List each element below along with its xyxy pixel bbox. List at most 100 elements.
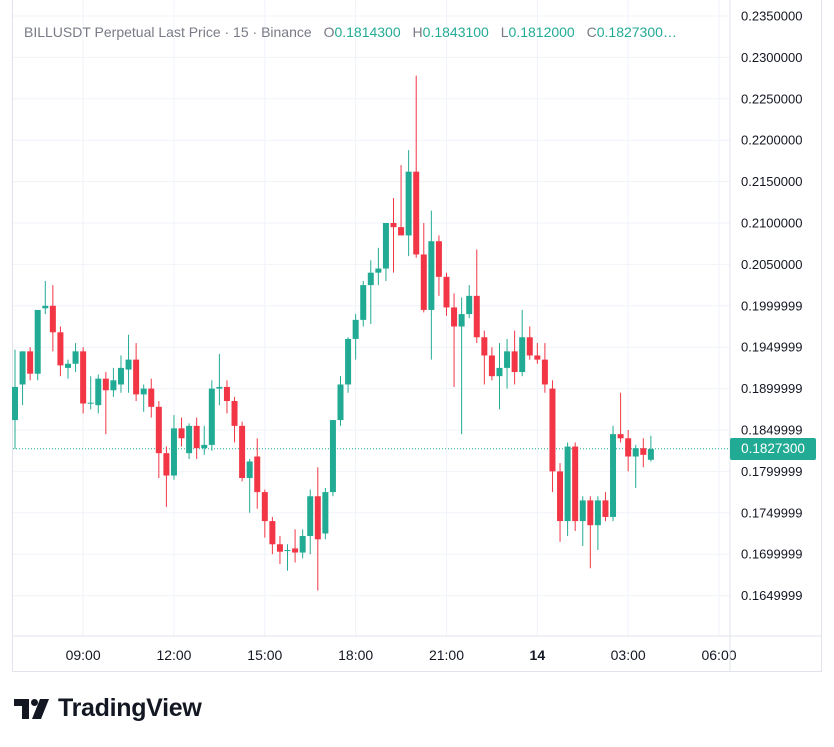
close-key: C	[586, 24, 597, 40]
candle-body	[557, 471, 564, 522]
candle-body	[133, 359, 140, 395]
candle-body	[526, 337, 533, 356]
candle-body	[466, 295, 473, 315]
candle-body	[534, 355, 541, 360]
y-tick-label: 0.2350000	[741, 9, 802, 24]
candle-body	[594, 500, 601, 526]
candle-body	[140, 388, 147, 395]
candle-body	[299, 535, 306, 553]
candle-body	[254, 456, 261, 493]
candle-body	[186, 425, 193, 454]
candle-body	[148, 388, 155, 407]
candle-body	[178, 428, 185, 439]
candle-body	[170, 428, 177, 476]
high-key: H	[412, 24, 423, 40]
candle-body	[95, 378, 102, 406]
symbol-title: BILLUSDT Perpetual Last Price · 15 · Bin…	[24, 24, 312, 40]
candle-body	[541, 359, 548, 385]
candle-body	[216, 386, 223, 389]
high-value: 0.1843100	[422, 24, 489, 40]
chart-area[interactable]	[12, 0, 822, 672]
candle-body	[375, 268, 382, 273]
candle-body	[398, 227, 405, 236]
y-tick-label: 0.1949999	[741, 340, 802, 355]
candle-body	[87, 402, 94, 404]
y-tick-label: 0.1999999	[741, 298, 802, 313]
candlestick-chart[interactable]: 0.2350000 0.2300000 0.2250000 0.2200000 0.21…	[0, 0, 834, 690]
candle-body	[564, 446, 571, 522]
candle-body	[443, 276, 450, 308]
low-value: 0.1812000	[508, 24, 575, 40]
candle-body	[519, 337, 526, 373]
candle-body	[72, 351, 79, 364]
candle-body	[435, 241, 442, 277]
close-value: 0.1827300…	[596, 24, 677, 40]
candle-body	[481, 337, 488, 356]
candle-body	[239, 425, 246, 479]
candle-body	[360, 285, 367, 320]
open-key: O	[323, 24, 335, 40]
candle-body	[201, 444, 208, 449]
candle-body	[102, 378, 109, 391]
open-value: 0.1814300	[334, 24, 401, 40]
candle-body	[34, 309, 41, 374]
y-tick-label: 0.1799999	[741, 464, 802, 479]
candle-body	[19, 351, 26, 385]
y-tick-label: 0.1649999	[741, 588, 802, 603]
tradingview-brand[interactable]: TradingView	[14, 694, 202, 723]
y-tick-label: 0.2300000	[741, 50, 802, 65]
candle-body	[163, 453, 170, 476]
candle-body	[579, 500, 586, 522]
candle-body	[42, 305, 49, 309]
candle-body	[572, 446, 579, 522]
y-tick-label: 0.2050000	[741, 257, 802, 272]
x-tick-label: 06:00	[701, 647, 736, 663]
candle-body	[382, 223, 389, 269]
candle-body	[57, 332, 64, 366]
x-tick-label: 15:00	[247, 647, 282, 663]
candle-body	[322, 492, 329, 534]
y-tick-label: 0.1749999	[741, 505, 802, 520]
tradingview-logo-icon	[14, 698, 49, 719]
last-price-label: 0.1827300	[730, 438, 816, 460]
x-tick-label: 03:00	[611, 647, 646, 663]
candle-body	[337, 384, 344, 421]
candle-body	[549, 388, 556, 472]
candle-body	[632, 448, 639, 457]
candle-body	[49, 305, 56, 333]
x-tick-label: 21:00	[429, 647, 464, 663]
candle-body	[231, 401, 238, 426]
tradingview-wordmark: TradingView	[58, 694, 202, 722]
y-tick-label: 0.1849999	[741, 423, 802, 438]
candle-body	[246, 461, 253, 479]
candle-body	[208, 388, 215, 445]
candle-body	[12, 386, 18, 421]
candle-body	[458, 314, 465, 327]
candle-body	[117, 367, 124, 385]
candle-body	[367, 272, 374, 286]
candle-body	[602, 500, 609, 517]
candle-body	[617, 434, 624, 439]
candle-body	[420, 254, 427, 310]
candle-body	[640, 448, 647, 455]
candle-body	[647, 449, 654, 460]
y-tick-label: 0.1699999	[741, 547, 802, 562]
candle-body	[511, 351, 518, 373]
y-tick-label: 0.1899999	[741, 381, 802, 396]
candle-body	[587, 500, 594, 526]
candle-body	[451, 307, 458, 327]
chart-legend: BILLUSDT Perpetual Last Price · 15 · Bin…	[24, 24, 677, 40]
candle-body	[329, 420, 336, 493]
y-tick-label: 0.2150000	[741, 174, 802, 189]
x-tick-label: 18:00	[338, 647, 373, 663]
candle-body	[80, 351, 87, 404]
x-tick-label: 14	[530, 647, 546, 663]
candle-body	[488, 355, 495, 377]
candle-body	[292, 548, 299, 553]
candle-body	[496, 367, 503, 377]
candle-body	[610, 434, 617, 517]
candle-body	[314, 496, 321, 540]
candle-body	[284, 550, 291, 552]
candle-body	[155, 406, 162, 454]
candle-body	[223, 386, 230, 402]
